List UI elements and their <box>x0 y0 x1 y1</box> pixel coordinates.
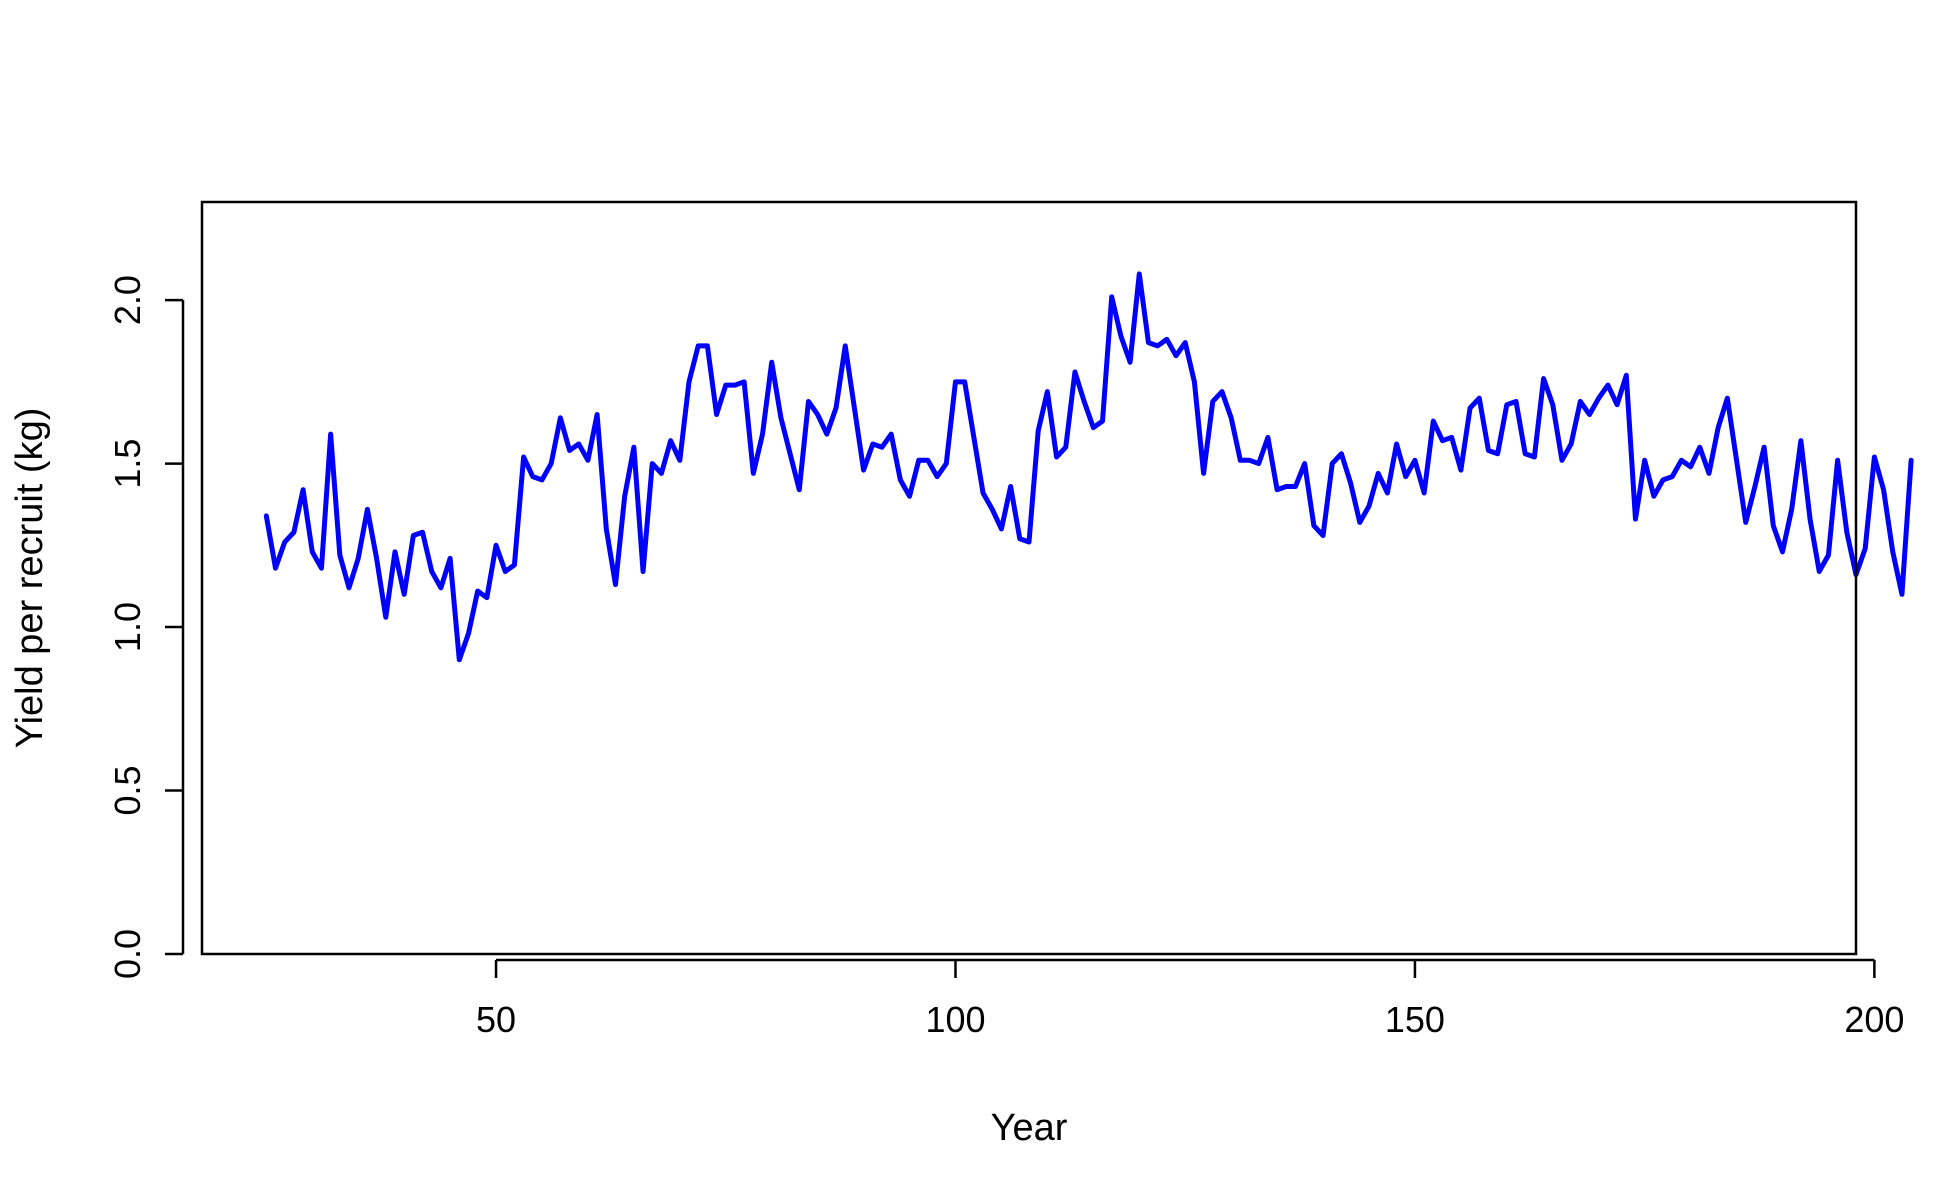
y-tick-label: 2.0 <box>107 275 148 325</box>
y-axis: 0.0 0.5 1.0 1.5 2.0 <box>107 275 185 979</box>
y-axis-title: Yield per recruit (kg) <box>9 408 51 749</box>
x-tick-label: 150 <box>1385 999 1445 1040</box>
x-tick-label: 100 <box>925 999 985 1040</box>
series-line <box>263 271 1914 663</box>
x-tick-label: 200 <box>1844 999 1904 1040</box>
y-tick-label: 1.0 <box>107 602 148 652</box>
x-axis: 50 100 150 200 <box>476 958 1904 1040</box>
x-axis-title: Year <box>991 1107 1068 1149</box>
y-tick-label: 0.0 <box>107 929 148 979</box>
y-tick-label: 0.5 <box>107 765 148 815</box>
series-layer <box>263 271 1914 663</box>
y-tick-label: 1.5 <box>107 439 148 489</box>
plot-frame <box>200 200 1858 956</box>
x-tick-label: 50 <box>476 999 516 1040</box>
